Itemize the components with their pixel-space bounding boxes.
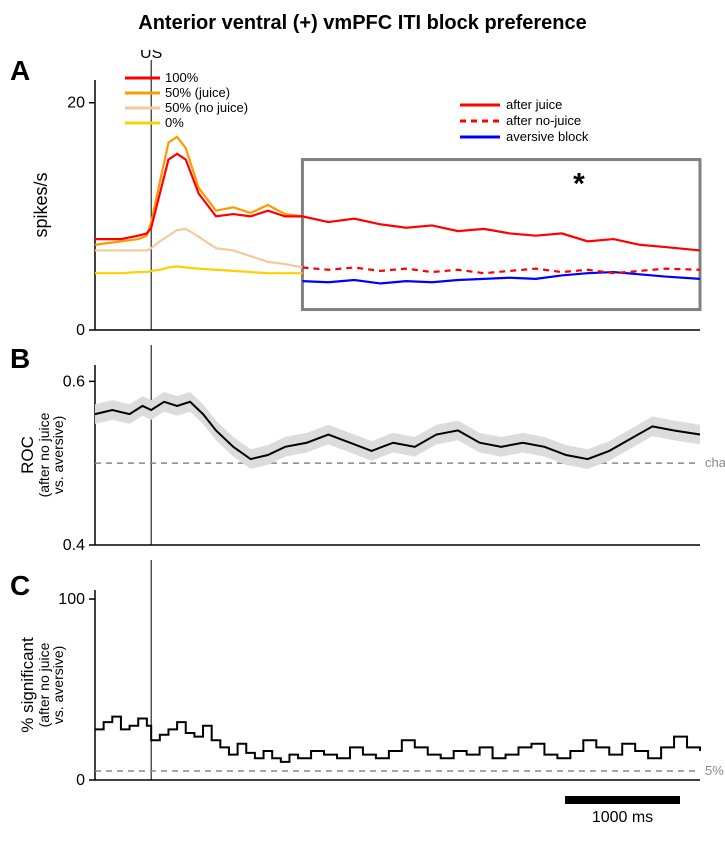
svg-text:ROC: ROC [18, 436, 37, 474]
svg-text:50% (no juice): 50% (no juice) [165, 100, 248, 115]
svg-text:0: 0 [76, 322, 85, 339]
svg-text:50% (juice): 50% (juice) [165, 85, 230, 100]
svg-text:vs. aversive): vs. aversive) [50, 416, 66, 495]
svg-text:aversive block: aversive block [506, 129, 589, 144]
svg-text:20: 20 [67, 95, 85, 112]
svg-text:100%: 100% [165, 70, 199, 85]
panel-a: 0 20 spikes/s US * 100%50% (juice)50% (no jui… [0, 50, 725, 340]
svg-text:after no-juice: after no-juice [506, 113, 581, 128]
svg-text:% significant: % significant [18, 637, 37, 733]
svg-text:5%: 5% [705, 763, 724, 778]
svg-text:after juice: after juice [506, 97, 562, 112]
svg-text:US: US [140, 50, 162, 62]
svg-text:100: 100 [58, 591, 85, 608]
figure-title: Anterior ventral (+) vmPFC ITI block pre… [0, 12, 725, 35]
panel-b: 0.40.6ROC(after no juicevs. aversive)cha… [0, 345, 725, 560]
panel-c: 0100% significant(after no juicevs. aver… [0, 560, 725, 835]
svg-text:chance: chance [705, 455, 725, 470]
figure-container: Anterior ventral (+) vmPFC ITI block pre… [0, 0, 725, 853]
svg-text:1000 ms: 1000 ms [592, 809, 653, 826]
svg-text:*: * [573, 168, 585, 201]
svg-text:0.4: 0.4 [63, 537, 85, 554]
svg-text:vs. aversive): vs. aversive) [50, 646, 66, 725]
svg-text:0: 0 [76, 772, 85, 789]
svg-text:0%: 0% [165, 115, 184, 130]
svg-text:spikes/s: spikes/s [31, 172, 51, 237]
svg-text:0.6: 0.6 [63, 373, 85, 390]
